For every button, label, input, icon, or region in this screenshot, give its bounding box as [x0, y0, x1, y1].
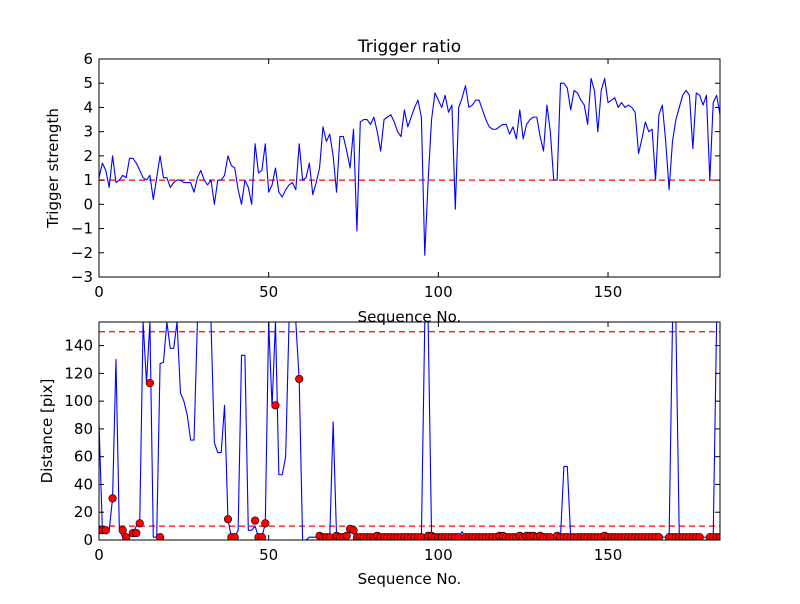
bottom-ytick-label-4: 80 — [74, 420, 93, 438]
top-panel: Trigger ratio 0 50 100 150 −3 −2 −1 0 1 2 3 4 5 6 Seq… — [44, 37, 721, 326]
top-ytick-label-7: 4 — [83, 98, 93, 116]
bottom-marker-8 — [135, 519, 144, 528]
top-ytick-label-5: 2 — [83, 147, 93, 165]
bottom-marker-116 — [654, 533, 664, 540]
bottom-series-line-0 — [99, 322, 720, 540]
bottom-ytick-label-2: 40 — [74, 475, 93, 493]
top-series-line-0 — [99, 77, 720, 256]
bottom-xtick-label-2: 100 — [424, 546, 453, 564]
bottom-panel: 0 50 100 150 0 20 40 60 80 100 120 140 Sequence No.… — [38, 321, 721, 588]
bottom-xtick-label-1: 50 — [259, 546, 278, 564]
bottom-marker-5 — [122, 533, 131, 540]
bottom-marker-11 — [223, 515, 233, 524]
bottom-marker-2 — [101, 526, 110, 535]
bottom-x-axis-label: Sequence No. — [358, 570, 462, 588]
top-y-axis-label: Trigger strength — [44, 108, 62, 229]
top-ytick-label-3: 0 — [83, 195, 93, 213]
top-xtick-label-1: 50 — [259, 283, 278, 301]
bottom-ytick-label-3: 60 — [74, 448, 93, 466]
top-x-axis-label: Sequence No. — [358, 308, 462, 326]
bottom-marker-130 — [715, 533, 720, 540]
top-ytick-label-1: −2 — [71, 244, 93, 262]
bottom-xtick-label-3: 150 — [594, 546, 623, 564]
top-chart-title: Trigger ratio — [357, 37, 461, 57]
bottom-marker-9 — [145, 378, 155, 388]
bottom-marker-10 — [155, 533, 165, 540]
bottom-marker-13 — [230, 533, 239, 540]
bottom-ytick-label-6: 120 — [64, 364, 93, 382]
bottom-marker-126 — [695, 533, 704, 540]
top-xtick-label-3: 150 — [594, 283, 623, 301]
bottom-marker-17 — [261, 519, 270, 528]
bottom-ytick-label-5: 100 — [64, 392, 93, 410]
bottom-marker-3 — [108, 494, 117, 503]
bottom-ytick-label-7: 140 — [64, 337, 93, 355]
top-xtick-label-2: 100 — [424, 283, 453, 301]
top-ytick-label-6: 3 — [83, 123, 93, 141]
top-ytick-label-2: −1 — [71, 220, 93, 238]
bottom-marker-14 — [250, 516, 260, 525]
bottom-marker-16 — [257, 533, 266, 540]
top-ytick-label-9: 6 — [83, 50, 93, 68]
bottom-marker-4 — [118, 526, 127, 535]
bottom-y-axis-label: Distance [pix] — [38, 379, 56, 484]
bottom-marker-7 — [132, 528, 141, 538]
top-plot-frame — [98, 58, 721, 278]
bottom-marker-18 — [271, 401, 280, 410]
top-xtick-label-0: 0 — [94, 283, 104, 301]
bottom-marker-29 — [349, 526, 358, 535]
top-ytick-label-0: −3 — [71, 268, 93, 286]
top-ytick-label-8: 5 — [83, 74, 93, 92]
bottom-marker-27 — [342, 531, 351, 540]
bottom-ytick-label-0: 0 — [83, 531, 93, 549]
bottom-marker-19 — [295, 374, 304, 384]
bottom-xtick-label-0: 0 — [94, 546, 104, 564]
bottom-plot-frame — [98, 321, 721, 541]
top-ytick-label-4: 1 — [83, 171, 93, 189]
bottom-ytick-label-1: 20 — [74, 503, 93, 521]
